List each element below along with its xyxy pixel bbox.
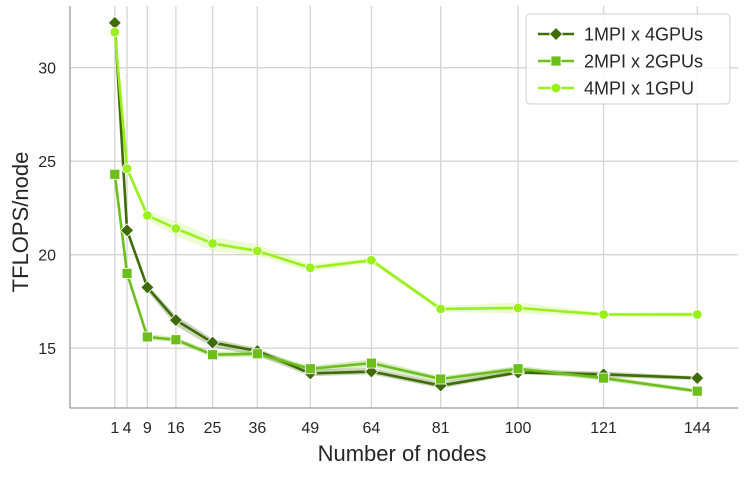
y-axis-label: TFLOPS/node xyxy=(8,152,33,293)
axes xyxy=(69,6,738,409)
legend-label-2: 4MPI x 1GPU xyxy=(584,79,694,99)
series-line-2 xyxy=(113,32,698,316)
data-point-1 xyxy=(170,334,182,346)
data-point-0 xyxy=(205,335,220,350)
data-point-2 xyxy=(109,26,121,38)
x-tick-label: 49 xyxy=(301,420,319,437)
legend-label-1: 2MPI x 2GPUs xyxy=(584,52,703,72)
data-point-2 xyxy=(512,302,524,314)
series-lines xyxy=(113,22,698,393)
data-point-0 xyxy=(168,313,183,328)
data-point-1 xyxy=(691,385,703,397)
data-point-0 xyxy=(140,280,155,295)
legend: 1MPI x 4GPUs 2MPI x 2GPUs 4MPI x 1GPU xyxy=(525,13,731,105)
x-tick-label: 16 xyxy=(167,420,185,437)
series-markers xyxy=(107,15,705,397)
x-tick-label: 4 xyxy=(123,420,132,437)
x-tick-label: 81 xyxy=(432,420,450,437)
x-tick-label: 64 xyxy=(363,420,381,437)
legend-marker-2 xyxy=(550,82,562,94)
x-axis-label: Number of nodes xyxy=(318,441,487,466)
x-tick-label: 121 xyxy=(590,420,617,437)
data-point-2 xyxy=(305,262,316,273)
data-point-0 xyxy=(119,223,135,238)
data-point-2 xyxy=(170,223,182,234)
data-point-2 xyxy=(598,309,609,320)
x-tick-label: 9 xyxy=(143,420,152,437)
data-point-0 xyxy=(690,371,705,386)
y-tick-label: 15 xyxy=(38,341,56,358)
x-tick-label: 36 xyxy=(248,420,266,437)
legend-box xyxy=(525,13,731,105)
data-point-1 xyxy=(435,373,447,385)
y-tick-label: 30 xyxy=(38,61,56,78)
x-tick-label: 1 xyxy=(110,420,119,437)
data-point-1 xyxy=(304,363,316,375)
data-point-1 xyxy=(121,267,133,279)
data-point-1 xyxy=(141,331,153,343)
data-point-1 xyxy=(207,349,218,361)
data-point-2 xyxy=(121,163,133,174)
data-point-1 xyxy=(109,168,121,180)
data-point-1 xyxy=(598,372,609,384)
data-point-2 xyxy=(252,245,263,257)
legend-label-0: 1MPI x 4GPUs xyxy=(584,25,703,45)
data-point-2 xyxy=(692,309,703,320)
y-tick-label: 20 xyxy=(38,248,56,265)
data-point-2 xyxy=(207,238,218,249)
data-point-2 xyxy=(435,303,446,315)
y-tick-label: 25 xyxy=(38,154,56,171)
series-line-1 xyxy=(113,174,698,393)
x-tick-label: 144 xyxy=(684,420,711,437)
x-tick-label: 100 xyxy=(505,420,532,437)
data-point-1 xyxy=(366,357,377,369)
data-point-2 xyxy=(142,210,153,221)
data-point-2 xyxy=(366,255,377,266)
data-point-1 xyxy=(512,363,524,375)
x-tick-label: 25 xyxy=(204,420,222,437)
legend-marker-0 xyxy=(548,26,564,42)
data-point-1 xyxy=(251,348,263,360)
legend-marker-1 xyxy=(550,55,562,67)
